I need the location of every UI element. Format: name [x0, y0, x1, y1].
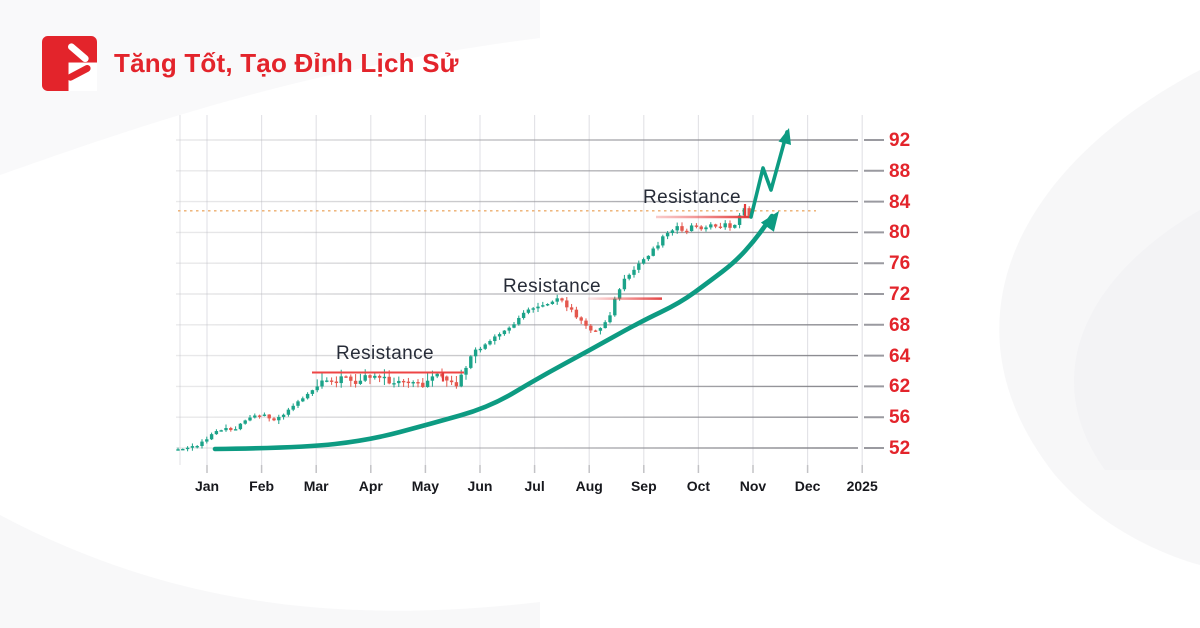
resistance-label-2: Resistance [503, 276, 601, 297]
x-axis-label: Feb [249, 478, 275, 494]
y-axis-label: 68 [889, 314, 911, 336]
x-axis-label: Apr [358, 478, 383, 494]
x-axis-label: Aug [575, 478, 603, 494]
x-axis-label: Jan [194, 478, 220, 494]
resistance-label-3: Resistance [643, 187, 741, 208]
y-axis-label: 92 [889, 130, 911, 151]
page-title: Tăng Tốt, Tạo Đỉnh Lịch Sử [114, 48, 459, 78]
brand-logo [42, 36, 97, 91]
x-axis-label: Oct [686, 478, 711, 494]
x-axis-label: Jun [467, 478, 493, 494]
header: Tăng Tốt, Tạo Đỉnh Lịch Sử [42, 36, 459, 91]
x-axis-label: Mar [303, 478, 329, 494]
y-axis-label: 62 [889, 376, 911, 398]
y-axis-label: 88 [889, 160, 911, 182]
y-axis-label: 64 [889, 345, 911, 367]
y-axis-label: 72 [889, 284, 911, 305]
x-axis-label: May [411, 478, 440, 494]
y-axis-label: 80 [889, 222, 911, 244]
y-axis-label: 84 [889, 191, 911, 213]
x-axis-label: Dec [794, 478, 821, 494]
x-axis-label: Jul [524, 478, 545, 494]
x-axis-label: Sep [630, 478, 657, 494]
x-axis-label: 2025 [846, 478, 878, 494]
x-axis-label: Nov [739, 478, 767, 494]
resistance-label-1: Resistance [336, 343, 434, 364]
y-axis-label: 76 [889, 253, 911, 275]
y-axis-label: 52 [889, 438, 911, 459]
y-axis-label: 56 [889, 407, 911, 429]
